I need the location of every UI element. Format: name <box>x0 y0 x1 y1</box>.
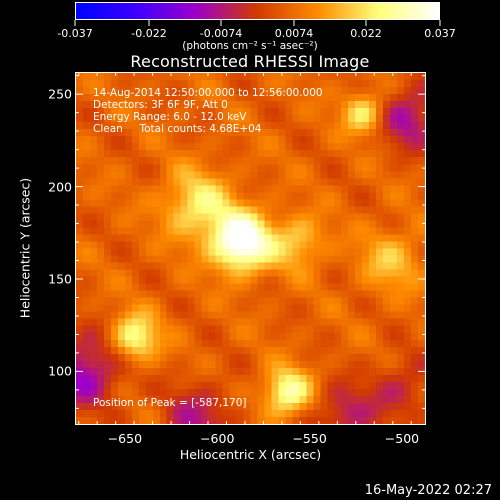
x-axis-label: Heliocentric X (arcsec) <box>179 447 322 462</box>
y-axis-label: Heliocentric Y (arcsec) <box>17 177 33 319</box>
colorbar-tick-label: 0.0074 <box>274 27 314 40</box>
info-total-counts: Clean Total counts: 4.68E+04 <box>93 123 262 135</box>
y-tick-label: 200 <box>48 179 72 195</box>
peak-position-label: Position of Peak = [-587,170] <box>93 397 247 409</box>
plot-area <box>75 72 426 425</box>
colorbar-tick-label: -0.022 <box>131 27 167 40</box>
y-tick-label: 150 <box>48 271 72 287</box>
colorbar-units-label: (photons cm⁻² s⁻¹ asec⁻²) <box>182 40 318 52</box>
colorbar-tick-label: -0.0074 <box>199 27 243 40</box>
timestamp: 16-May-2022 02:27 <box>364 483 492 498</box>
colorbar-tick-label: 0.037 <box>424 27 456 40</box>
info-energy-range: Energy Range: 6.0 - 12.0 keV <box>93 111 247 123</box>
info-time-range: 14-Aug-2014 12:50:00.000 to 12:56:00.000 <box>93 87 323 99</box>
info-detectors: Detectors: 3F 6F 9F, Att 0 <box>93 99 228 111</box>
x-tick-label: −600 <box>200 431 235 446</box>
colorbar-ticks <box>74 20 441 26</box>
x-tick-label: −550 <box>292 431 327 446</box>
x-tick-label: −500 <box>384 431 420 446</box>
x-tick-label: −650 <box>107 431 143 446</box>
colorbar-tick-label: -0.037 <box>57 27 93 40</box>
heatmap-image <box>76 73 425 424</box>
chart-title: Reconstructed RHESSI Image <box>130 52 370 71</box>
colorbar-tick-label: 0.022 <box>350 27 382 40</box>
y-tick-label: 250 <box>48 86 72 102</box>
colorbar <box>75 2 440 20</box>
y-tick-label: 100 <box>48 363 72 379</box>
